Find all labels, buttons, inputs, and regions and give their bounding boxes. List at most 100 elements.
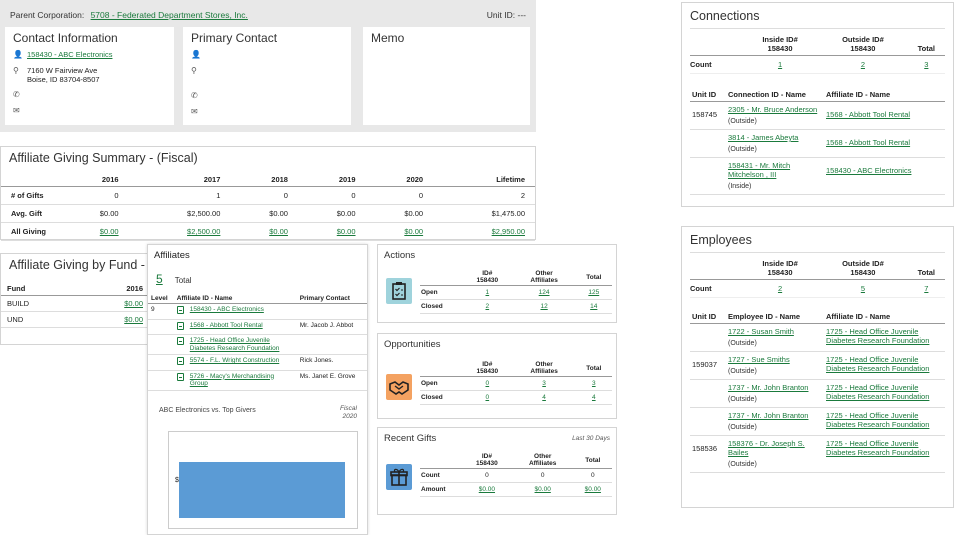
actions-col-other: Other Affiliates	[512, 269, 576, 286]
agf-value-link[interactable]: $0.00	[124, 299, 143, 308]
opp-count-link[interactable]: 4	[591, 394, 596, 401]
ags-cell: $0.00	[365, 204, 434, 223]
ags-giving-link[interactable]: $0.00	[99, 227, 119, 236]
rg-cell: 0	[573, 468, 612, 483]
conn-col-inside: Inside ID# 158430	[742, 33, 819, 56]
document-icon[interactable]	[176, 306, 184, 314]
conn-affiliate-link[interactable]: 1568 - Abbott Tool Rental	[826, 138, 911, 147]
conn-blank	[690, 33, 742, 56]
actions-count-link[interactable]: 12	[540, 303, 548, 310]
actions-row-label: Closed	[420, 299, 462, 314]
conn-name-link[interactable]: 2305 - Mr. Bruce Anderson	[728, 105, 818, 114]
conn-affiliate-link[interactable]: 1568 - Abbott Tool Rental	[826, 110, 911, 119]
ags-year: 2020	[365, 173, 434, 187]
memo-title: Memo	[371, 31, 405, 45]
rg-amount-link[interactable]: $0.00	[534, 486, 551, 493]
actions-count-link[interactable]: 1	[485, 289, 490, 296]
actions-count-link[interactable]: 14	[590, 303, 598, 310]
emp-unit	[690, 323, 726, 352]
actions-count-link[interactable]: 124	[538, 289, 550, 296]
ags-year: Lifetime	[433, 173, 535, 187]
emp-name-link[interactable]: 1737 - Mr. John Branton	[728, 411, 809, 420]
conn-name-link[interactable]: 158431 - Mr. Mitch Mitchelson , III	[728, 161, 791, 179]
actions-count-link[interactable]: 125	[588, 289, 600, 296]
conn-affiliate-link[interactable]: 158430 - ABC Electronics	[826, 166, 912, 175]
conn-count-link[interactable]: 3	[924, 60, 929, 69]
ags-cell: $0.00	[61, 204, 129, 223]
opp-count-link[interactable]: 3	[542, 380, 546, 387]
connections-title: Connections	[690, 9, 760, 23]
emp-col-outside: Outside ID# 158430	[818, 257, 908, 280]
affiliate-giving-summary: Affiliate Giving Summary - (Fiscal) 2016…	[0, 146, 536, 241]
emp-count-link[interactable]: 2	[777, 284, 783, 293]
affiliate-link[interactable]: 158430 - ABC Electronics	[189, 306, 264, 313]
employees-list: Unit ID Employee ID - Name Affiliate ID …	[690, 310, 945, 473]
document-icon[interactable]	[176, 357, 184, 365]
ags-title: Affiliate Giving Summary - (Fiscal)	[9, 151, 198, 165]
emp-affiliate-link[interactable]: 1725 - Head Office Juvenile Diabetes Res…	[826, 411, 930, 429]
document-icon[interactable]	[176, 337, 184, 345]
ags-giving-link[interactable]: $2,950.00	[491, 227, 525, 236]
emp-affiliate-link[interactable]: 1725 - Head Office Juvenile Diabetes Res…	[826, 355, 930, 373]
opp-count-link[interactable]: 0	[485, 380, 490, 387]
affiliate-contact: Rick Jones.	[296, 354, 367, 371]
emp-affiliate-link[interactable]: 1725 - Head Office Juvenile Diabetes Res…	[826, 439, 930, 457]
affiliate-link[interactable]: 1725 - Head Office Juvenile Diabetes Res…	[189, 337, 280, 352]
emp-count-link[interactable]: 5	[860, 284, 865, 293]
actions-count-link[interactable]: 2	[485, 303, 490, 310]
conn-name-link[interactable]: 3814 - James Abeyta	[728, 133, 799, 142]
document-icon[interactable]	[176, 321, 184, 330]
ags-row-label: All Giving	[1, 222, 61, 241]
parent-corporation-link[interactable]: 5708 - Federated Department Stores, Inc.	[90, 10, 248, 20]
rg-cell: 0	[511, 468, 574, 483]
conn-count-link[interactable]: 1	[777, 60, 783, 69]
affiliate-link[interactable]: 5726 - Macy's Merchandising Group	[189, 372, 275, 388]
affiliates-count-link[interactable]: 5	[156, 272, 163, 286]
conn-type: (Inside)	[728, 183, 752, 190]
opp-col-total: Total	[575, 360, 612, 377]
ags-giving-link[interactable]: $0.00	[269, 227, 288, 236]
agf-value-link[interactable]: $0.00	[124, 315, 143, 324]
document-icon[interactable]	[176, 372, 184, 381]
agf-col-year: 2016	[78, 282, 149, 296]
affiliate-link[interactable]: 1568 - Abbott Tool Rental	[189, 321, 263, 329]
conn-count-link[interactable]: 2	[860, 60, 865, 69]
emp-count-link[interactable]: 7	[924, 284, 929, 293]
table-row: Closed 0 4 4	[420, 390, 612, 405]
opp-blank	[420, 360, 462, 377]
table-row: All Giving $0.00 $2,500.00 $0.00 $0.00 $…	[1, 222, 535, 241]
emp-name-link[interactable]: 1722 - Susan Smith	[728, 327, 794, 336]
emp-name-link[interactable]: 158376 - Dr. Joseph S. Bailes	[728, 439, 805, 457]
emp-col-unit: Unit ID	[690, 310, 726, 324]
affiliate-link[interactable]: 5574 - F.L. Wright Construction	[189, 357, 280, 364]
rg-amount-link[interactable]: $0.00	[478, 486, 496, 493]
affiliates-col-id: Affiliate ID - Name	[173, 294, 297, 304]
opp-count-link[interactable]: 3	[591, 380, 596, 387]
contact-name-link[interactable]: 158430 - ABC Electronics	[27, 50, 113, 59]
map-pin-icon: ⚲	[191, 66, 197, 75]
rg-row-label: Count	[420, 468, 462, 483]
ags-giving-link[interactable]: $2,500.00	[187, 227, 221, 236]
emp-col-affiliate: Affiliate ID - Name	[824, 310, 945, 324]
affiliate-level: 9	[148, 303, 174, 320]
opp-col-other: Other Affiliates	[512, 360, 576, 377]
emp-affiliate-link[interactable]: 1725 - Head Office Juvenile Diabetes Res…	[826, 327, 930, 345]
actions-table: ID# 158430 Other Affiliates Total Open 1 1…	[420, 269, 612, 314]
emp-name-link[interactable]: 1737 - Mr. John Branton	[728, 383, 809, 392]
opp-count-link[interactable]: 4	[542, 394, 546, 401]
unit-id: Unit ID: ---	[486, 10, 526, 20]
top-givers-chart: $	[168, 431, 358, 529]
ags-giving-link[interactable]: $0.00	[404, 227, 424, 236]
opp-row-label: Open	[420, 376, 462, 391]
conn-col-name: Connection ID - Name	[726, 88, 824, 102]
emp-name-link[interactable]: 1727 - Sue Smiths	[728, 355, 790, 364]
emp-affiliate-link[interactable]: 1725 - Head Office Juvenile Diabetes Res…	[826, 383, 930, 401]
rg-amount-link[interactable]: $0.00	[584, 486, 601, 493]
opportunities-panel: Opportunities ID# 158430 Other Affiliates …	[377, 333, 617, 419]
affiliate-contact: Mr. Jacob J. Abbot	[296, 319, 367, 335]
opp-count-link[interactable]: 0	[485, 394, 490, 401]
ags-row-label: # of Gifts	[1, 186, 61, 205]
envelope-icon: ✉	[13, 106, 20, 115]
chart-bar[interactable]	[179, 462, 345, 518]
ags-giving-link[interactable]: $0.00	[336, 227, 356, 236]
